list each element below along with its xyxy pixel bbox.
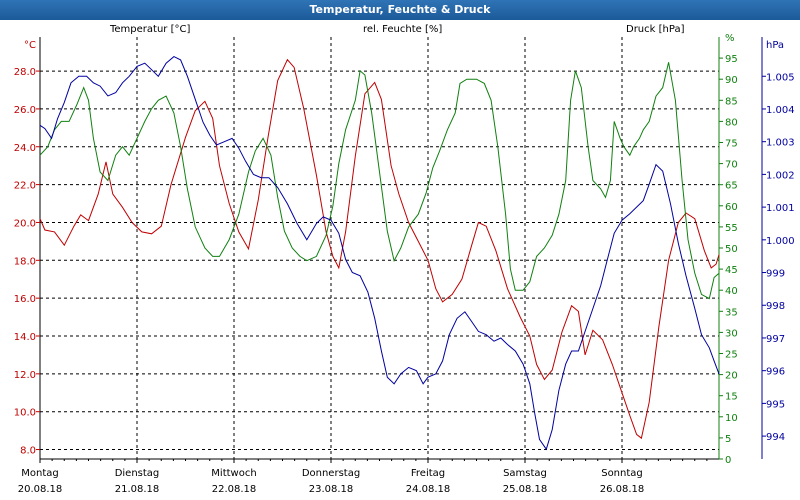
temperature-unit-label: °C bbox=[24, 40, 36, 51]
humidity-tick-label: 15 bbox=[725, 392, 738, 403]
pressure-tick-label: 997 bbox=[766, 334, 785, 345]
x-tick-day-label: Samstag bbox=[503, 468, 547, 479]
temperature-tick-label: 16.0 bbox=[14, 294, 36, 305]
x-tick-day-label: Donnerstag bbox=[302, 468, 360, 479]
x-tick-day-label: Mittwoch bbox=[211, 468, 256, 479]
x-tick-date-label: 23.08.18 bbox=[309, 484, 354, 495]
x-tick-day-label: Dienstag bbox=[115, 468, 160, 479]
humidity-tick-label: 30 bbox=[725, 328, 738, 339]
humidity-tick-label: 5 bbox=[725, 434, 731, 445]
temperature-tick-label: 20.0 bbox=[14, 218, 36, 229]
humidity-tick-label: 60 bbox=[725, 202, 738, 213]
temperature-tick-label: 14.0 bbox=[14, 332, 36, 343]
x-tick-date-label: 21.08.18 bbox=[115, 484, 160, 495]
humidity-tick-label: 25 bbox=[725, 350, 738, 361]
pressure-tick-label: 1.001 bbox=[766, 203, 795, 214]
x-tick-date-label: 22.08.18 bbox=[212, 484, 257, 495]
humidity-tick-label: 35 bbox=[725, 307, 738, 318]
x-tick-date-label: 26.08.18 bbox=[600, 484, 645, 495]
humidity-tick-label: 20 bbox=[725, 371, 738, 382]
humidity-tick-label: 85 bbox=[725, 96, 738, 107]
temperature-tick-label: 22.0 bbox=[14, 181, 36, 192]
temperature-tick-label: 26.0 bbox=[14, 105, 36, 116]
humidity-tick-label: 45 bbox=[725, 265, 738, 276]
temperature-tick-label: 24.0 bbox=[14, 143, 36, 154]
x-tick-day-label: Freitag bbox=[411, 468, 445, 479]
temperature-series-line bbox=[39, 58, 720, 440]
temperature-tick-label: 18.0 bbox=[14, 256, 36, 267]
temperature-tick-label: 10.0 bbox=[14, 408, 36, 419]
humidity-tick-label: 95 bbox=[725, 54, 738, 65]
pressure-tick-label: 1.002 bbox=[766, 170, 795, 181]
pressure-tick-label: 1.000 bbox=[766, 236, 795, 247]
pressure-tick-label: 995 bbox=[766, 399, 785, 410]
humidity-tick-label: 75 bbox=[725, 139, 738, 150]
pressure-unit-label: hPa bbox=[766, 40, 784, 51]
humidity-tick-label: 40 bbox=[725, 286, 738, 297]
x-tick-date-label: 25.08.18 bbox=[503, 484, 548, 495]
pressure-series-line bbox=[39, 56, 720, 451]
x-tick-date-label: 24.08.18 bbox=[406, 484, 451, 495]
humidity-tick-label: 90 bbox=[725, 75, 738, 86]
x-tick-day-label: Montag bbox=[21, 468, 58, 479]
x-tick-day-label: Sonntag bbox=[601, 468, 643, 479]
temperature-tick-label: 12.0 bbox=[14, 370, 36, 381]
humidity-tick-label: 55 bbox=[725, 223, 738, 234]
pressure-tick-label: 994 bbox=[766, 432, 785, 443]
humidity-unit-label: % bbox=[725, 33, 735, 44]
humidity-tick-label: 50 bbox=[725, 244, 738, 255]
humidity-tick-label: 70 bbox=[725, 160, 738, 171]
window-title: Temperatur, Feuchte & Druck bbox=[0, 0, 800, 20]
humidity-tick-label: 80 bbox=[725, 117, 738, 128]
pressure-tick-label: 996 bbox=[766, 367, 785, 378]
pressure-tick-label: 1.003 bbox=[766, 138, 795, 149]
pressure-header: Druck [hPa] bbox=[626, 24, 685, 35]
line-chart: 8.0 10.0 12.0 14.0 16.0 18.0 20.0 22.0 24.0 26.0 2… bbox=[14, 33, 795, 495]
humidity-tick-label: 10 bbox=[725, 413, 738, 424]
pressure-tick-label: 998 bbox=[766, 301, 785, 312]
humidity-tick-label: 0 bbox=[725, 455, 731, 466]
temperature-tick-label: 8.0 bbox=[20, 446, 36, 457]
x-tick-date-label: 20.08.18 bbox=[18, 484, 63, 495]
pressure-tick-label: 1.004 bbox=[766, 105, 795, 116]
humidity-tick-label: 65 bbox=[725, 181, 738, 192]
humidity-header: rel. Feuchte [%] bbox=[363, 24, 443, 35]
pressure-tick-label: 1.005 bbox=[766, 72, 795, 83]
temperature-tick-label: 28.0 bbox=[14, 67, 36, 78]
temperature-header: Temperatur [°C] bbox=[110, 24, 191, 35]
humidity-series-line bbox=[39, 62, 720, 300]
pressure-tick-label: 999 bbox=[766, 269, 785, 280]
